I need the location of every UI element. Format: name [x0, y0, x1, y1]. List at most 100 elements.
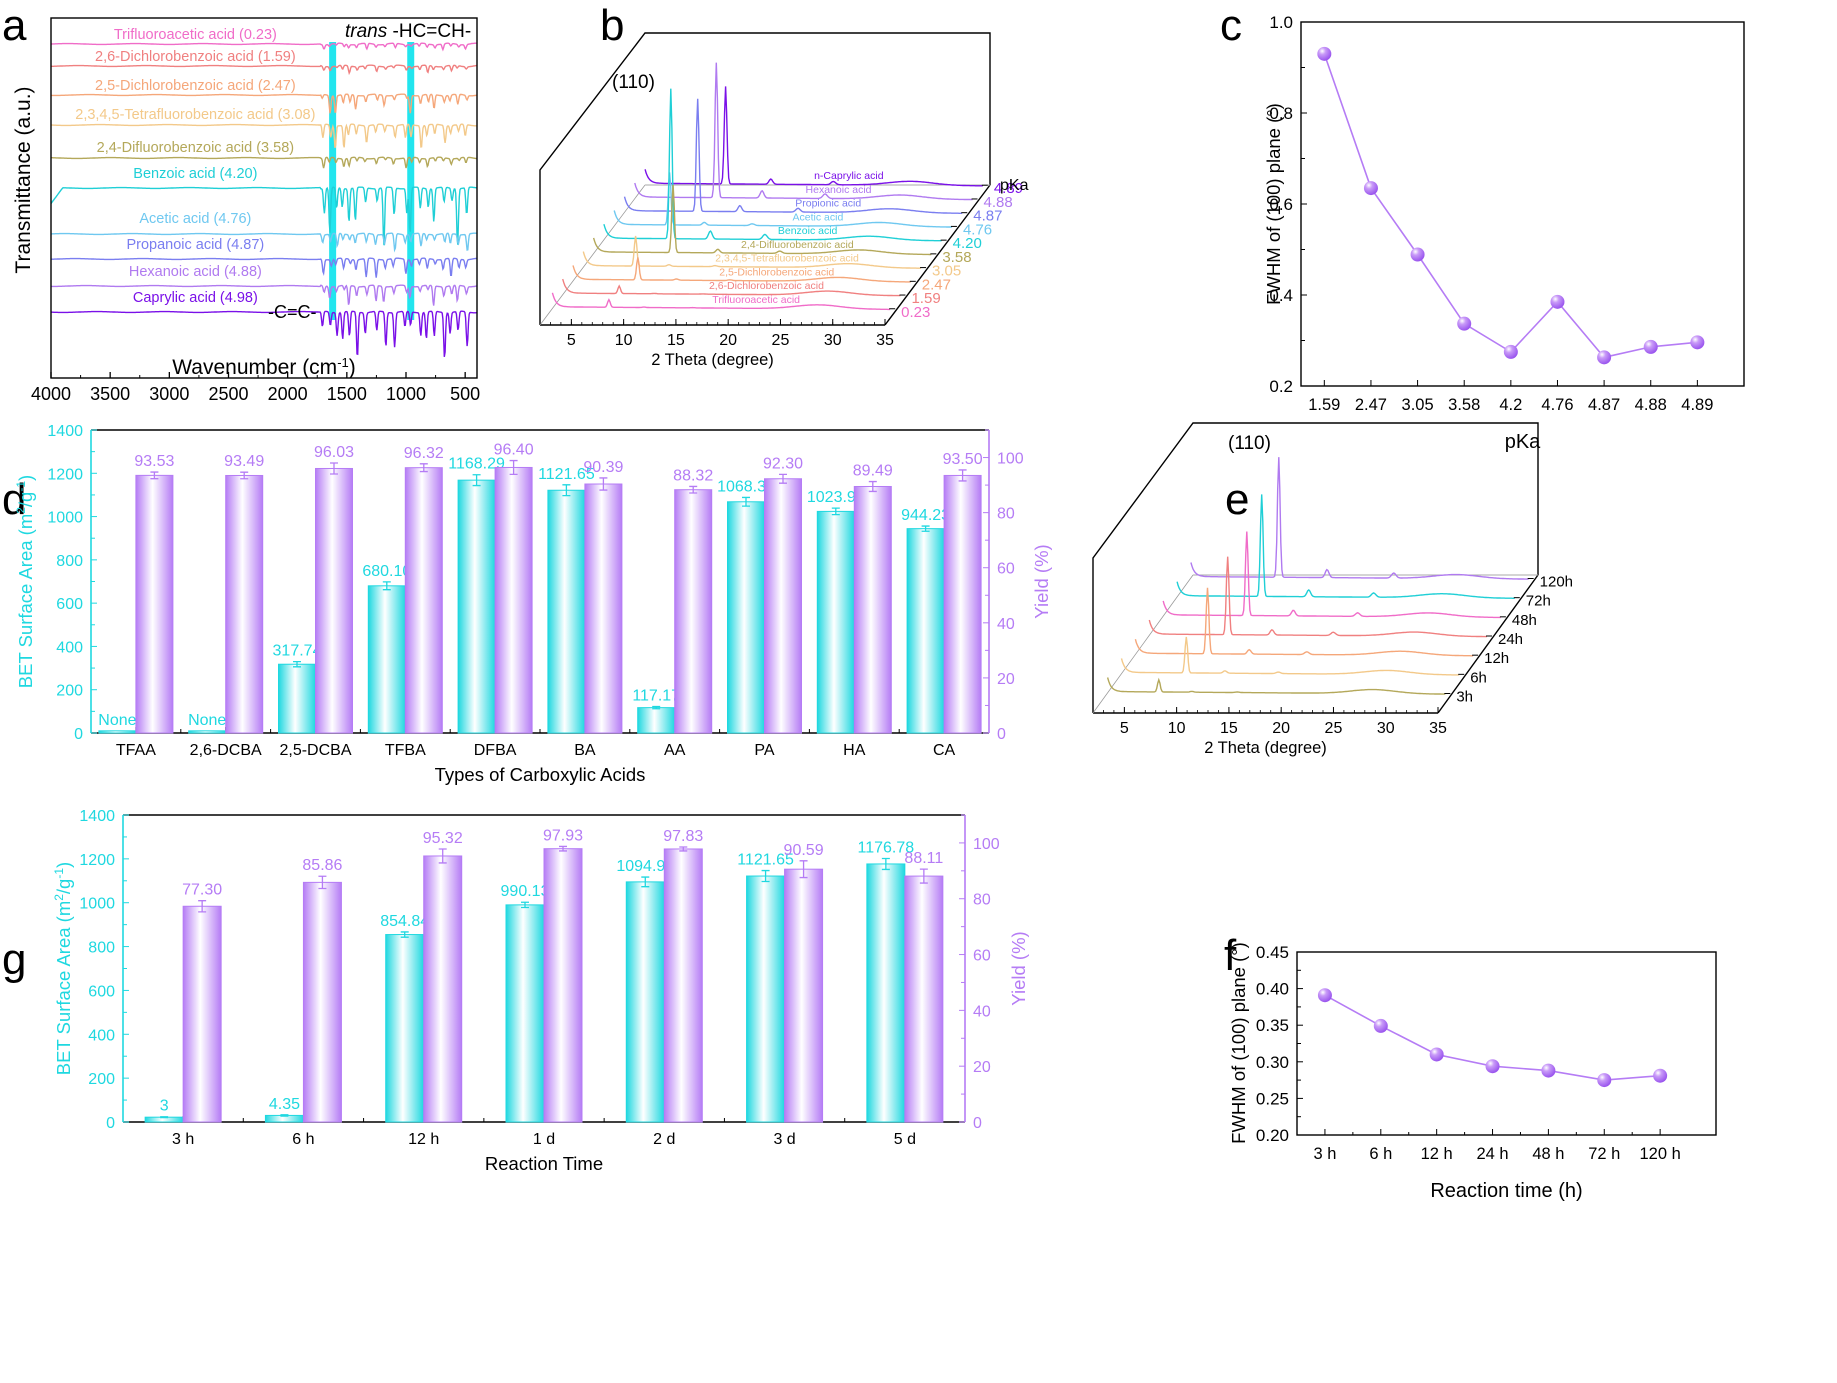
x-tick-label: 3 h — [1313, 1145, 1336, 1163]
y2-tick-label: 0 — [973, 1115, 982, 1132]
xrd-trace — [1190, 457, 1529, 580]
y2-tick-label: 60 — [973, 948, 991, 965]
x-tick-label: 2,5-DCBA — [279, 742, 351, 759]
peak-annotation: (110) — [612, 72, 655, 93]
data-point — [1643, 339, 1658, 354]
y-tick-label: 400 — [88, 1027, 115, 1044]
xrd-trace — [572, 257, 911, 283]
x-tick-label: 5 d — [894, 1131, 916, 1148]
x-tick-label: 6 h — [1369, 1145, 1392, 1163]
bar-label-yield: 97.83 — [663, 828, 703, 845]
depth-tick-label: 4.88 — [984, 194, 1013, 211]
y-tick-label: 600 — [88, 983, 115, 1000]
bar-label-yield: 85.86 — [302, 857, 342, 874]
x-tick-label: 4.88 — [1635, 396, 1667, 414]
bar-bet — [547, 489, 586, 734]
bar-label-bet: 944.23 — [901, 507, 950, 524]
error-bar-yield — [240, 471, 249, 480]
xrd-trace — [1176, 494, 1515, 599]
series-label: Propanoic acid (4.87) — [126, 237, 264, 253]
bar-yield — [764, 478, 802, 734]
depth-axis-line — [884, 184, 991, 326]
trace-label: Trifluoroacetic acid — [712, 294, 800, 306]
chart-c: 0.2 0.4 0.6 0.8 1.0 1.59 2.47 3.05 3.58 4.2 4.76 4.… — [1263, 13, 1745, 453]
trace-label: 2,6-Dichlorobenzoic acid — [709, 280, 824, 292]
trace-label: Propionic acid — [795, 198, 861, 210]
y-axis-title: FWHM of (100) plane (°) — [1228, 942, 1249, 1144]
x-tick-label: 2.47 — [1355, 396, 1387, 414]
y2-tick-label: 60 — [997, 561, 1015, 578]
x-tick-label: 6 h — [292, 1131, 314, 1148]
bar-bet — [637, 707, 676, 734]
bar-label-yield: 96.03 — [314, 444, 354, 461]
ftir-trace — [51, 64, 478, 76]
depth-tick-label: 2.47 — [922, 276, 951, 293]
annotation-trans: trans -HC=CH- — [345, 21, 471, 42]
error-bar-bet — [881, 857, 890, 871]
x-tick-label: 1000 — [386, 384, 426, 404]
depth-tick-label: 0.23 — [901, 304, 930, 321]
xrd-trace — [613, 172, 952, 228]
ftir-trace — [51, 310, 477, 358]
xrd-trace — [1162, 531, 1501, 619]
chart-g: 0 200 400 600 800 1000 1200 1400 0 20 40 60 80 100 3 h… — [52, 808, 1029, 1174]
y-tick-label: 1400 — [79, 808, 115, 825]
ftir-trace — [51, 232, 478, 253]
x-tick-label: 20 — [719, 332, 737, 349]
x-tick-label: 10 — [1168, 720, 1186, 737]
x-tick-label: 4.2 — [1499, 396, 1522, 414]
xrd-trace — [603, 88, 942, 242]
bar-bet — [385, 934, 425, 1123]
x-tick-label: 12 h — [1421, 1145, 1453, 1163]
ftir-trace — [50, 186, 478, 246]
error-bar-yield — [438, 848, 447, 864]
y-tick-label: 0.8 — [1269, 104, 1293, 123]
bar-yield — [182, 905, 222, 1123]
error-bar-bet — [382, 581, 391, 591]
data-point — [1410, 247, 1425, 262]
xrd-trace — [1106, 677, 1446, 695]
error-bar-yield — [958, 469, 967, 482]
error-bar-yield — [150, 471, 159, 480]
x-axis-title: 2 Theta (degree) — [1204, 739, 1327, 757]
x-tick-label: TFAA — [116, 742, 156, 759]
y-tick-label: 0.35 — [1256, 1016, 1289, 1035]
x-tick-label: 3000 — [149, 384, 189, 404]
error-bar-bet — [280, 1114, 289, 1117]
x-tick-label: 10 — [615, 332, 633, 349]
y-tick-label: 800 — [56, 553, 83, 570]
data-point — [1317, 988, 1332, 1003]
bar-yield — [315, 467, 353, 734]
error-bar-yield — [599, 477, 608, 491]
bar-label-bet: 3 — [160, 1098, 169, 1115]
bar-label-yield: 90.39 — [583, 459, 623, 476]
error-bar-bet — [652, 705, 661, 710]
y-tick-label: 0.40 — [1256, 980, 1289, 999]
x-tick-label: 4.89 — [1681, 396, 1713, 414]
data-line — [1323, 53, 1698, 359]
x-tick-label: TFBA — [385, 742, 426, 759]
x-title-main: Wavenumber (cm — [172, 356, 337, 379]
y-tick-label: 0.20 — [1256, 1126, 1289, 1145]
y-tick-label: 0 — [106, 1115, 115, 1132]
x-tick-label: 3 d — [773, 1131, 795, 1148]
bar-label-yield: 93.53 — [134, 453, 174, 470]
panel-label-c: c — [1220, 1, 1242, 50]
bar-yield — [943, 474, 982, 734]
ftir-trace — [51, 156, 478, 169]
data-point — [1541, 1063, 1556, 1078]
chart-a: Trifluoroacetic acid (0.23) 2,6-Dichlorob… — [12, 17, 480, 404]
depth-tick-label: 48h — [1512, 612, 1537, 629]
bar-yield — [423, 855, 463, 1123]
panel-label-e: e — [1225, 475, 1250, 524]
error-bar-yield — [559, 845, 567, 852]
y2-tick-label: 0 — [997, 726, 1006, 743]
y-title-part: ) — [15, 475, 36, 481]
error-bar-bet — [521, 901, 529, 909]
depth-tick-label: 3.58 — [942, 249, 971, 266]
x-title-sup: -1 — [337, 355, 349, 370]
bar-bet — [457, 479, 496, 734]
y-tick-label: 800 — [88, 940, 115, 957]
y-tick-label: 0.6 — [1269, 195, 1293, 214]
bar-label-bet: 1121.65 — [538, 466, 595, 483]
